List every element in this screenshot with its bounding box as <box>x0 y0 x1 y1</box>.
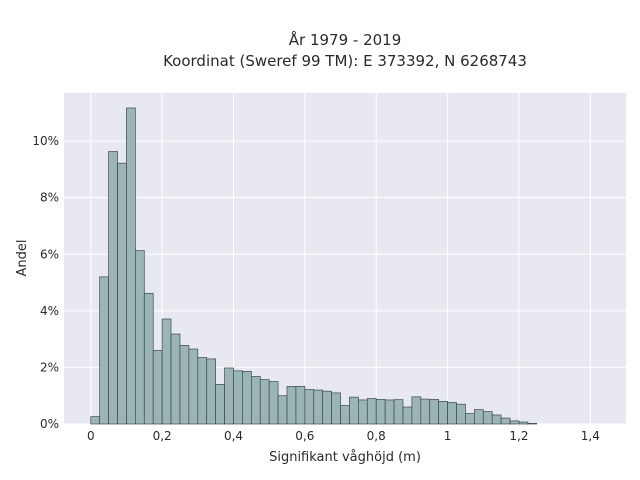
x-tick-label: 0,4 <box>224 429 243 443</box>
histogram-bar <box>117 162 127 425</box>
histogram-bar <box>322 390 332 425</box>
x-tick-labels: 0 0,2 0,4 0,6 0,8 1 1,2 1,4 <box>87 429 600 443</box>
histogram-bar <box>393 399 404 425</box>
y-tick-labels: 0% 2% 4% 6% 8% 10% <box>32 134 59 431</box>
histogram-bar <box>135 250 145 425</box>
histogram-bar <box>482 411 493 425</box>
histogram-bar <box>259 379 270 425</box>
histogram-bar <box>473 409 484 425</box>
histogram-bar <box>179 345 190 425</box>
histogram-bar <box>411 396 422 425</box>
histogram-bar <box>233 370 243 425</box>
histogram-bar <box>420 398 431 425</box>
histogram-bar <box>143 292 154 425</box>
chart-title-line-1: År 1979 - 2019 <box>289 30 402 49</box>
x-tick-label: 0,2 <box>153 429 172 443</box>
y-tick-label: 0% <box>40 417 59 431</box>
histogram-bar <box>215 384 225 425</box>
histogram-bar <box>99 276 109 425</box>
histogram-bar <box>331 392 341 425</box>
histogram-bar <box>90 416 101 425</box>
histogram-bar <box>224 367 234 425</box>
histogram-bar <box>366 398 377 425</box>
histogram-bar <box>491 414 502 425</box>
y-tick-label: 10% <box>32 134 59 148</box>
histogram-bar <box>250 376 261 425</box>
histogram-bar <box>126 107 136 425</box>
histogram-bar <box>277 395 288 425</box>
histogram-bar <box>340 405 350 425</box>
histogram-bar <box>161 318 172 425</box>
chart-title-line-2: Koordinat (Sweref 99 TM): E 373392, N 62… <box>163 52 527 70</box>
histogram-bar <box>108 151 118 425</box>
histogram-bar <box>295 386 306 425</box>
histogram-bar <box>197 357 208 425</box>
histogram-bars <box>90 107 538 425</box>
x-axis-label: Signifikant våghöjd (m) <box>269 450 421 465</box>
histogram-bar <box>286 386 297 425</box>
histogram-bar <box>438 401 448 425</box>
histogram-bar <box>242 371 252 425</box>
histogram-bar <box>456 403 466 425</box>
histogram-bar <box>358 399 368 425</box>
histogram-bar <box>518 421 529 425</box>
histogram-bar <box>304 389 315 425</box>
x-tick-label: 1,4 <box>581 429 600 443</box>
histogram-bar <box>313 389 324 425</box>
x-tick-label: 0 <box>87 429 95 443</box>
y-tick-label: 4% <box>40 304 59 318</box>
histogram-bar <box>375 399 386 425</box>
histogram-bar <box>500 417 511 425</box>
histogram-bar <box>152 350 163 425</box>
x-tick-label: 0,6 <box>295 429 314 443</box>
histogram-bar <box>465 413 475 425</box>
histogram-bar <box>402 406 413 425</box>
histogram-bar <box>384 399 395 425</box>
y-axis-label: Andel <box>15 240 30 277</box>
x-tick-label: 1 <box>444 429 452 443</box>
histogram-bar <box>429 399 440 425</box>
histogram-bar <box>447 402 457 425</box>
x-tick-label: 0,8 <box>367 429 386 443</box>
histogram-bar <box>527 423 538 425</box>
x-tick-label: 1,2 <box>509 429 528 443</box>
histogram-bar <box>509 420 520 425</box>
histogram-bar <box>268 381 279 425</box>
y-tick-label: 6% <box>40 247 59 261</box>
histogram-bar <box>206 358 217 425</box>
y-tick-label: 2% <box>40 360 59 374</box>
histogram-bar <box>188 348 199 425</box>
histogram-bar <box>170 333 181 425</box>
y-tick-label: 8% <box>40 191 59 205</box>
histogram-bar <box>349 396 359 425</box>
